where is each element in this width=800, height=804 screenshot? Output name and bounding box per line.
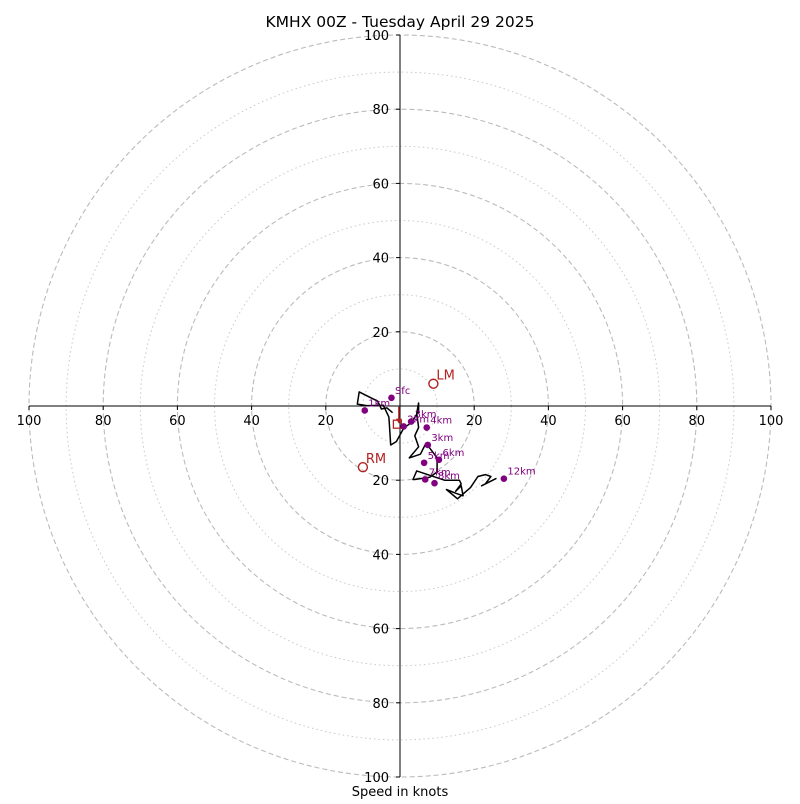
height-point-label: 6km [442,448,464,459]
height-point-label: Sfc [395,386,410,397]
height-point-label: 1km [368,398,390,409]
tick-label-top: 40 [372,252,389,267]
tick-label-bottom: 60 [372,623,389,638]
storm-motion-label: RM [366,452,386,467]
height-point-label: 3km [431,433,453,444]
storm-motion-marker [428,378,439,389]
tick-labels: 20 20 20 20 40 40 40 40 60 60 60 60 80 80 80 80 100 100 10… [17,29,784,786]
tick-label-bottom: 80 [372,697,389,712]
tick-label-right: 80 [689,414,706,429]
tick-label-top: 20 [372,326,389,341]
height-point [388,394,395,402]
height-point [400,423,408,430]
height-point [435,456,443,464]
tick-label-right: 40 [540,414,557,429]
x-axis-label: Speed in knots [352,785,449,800]
height-point [421,476,429,483]
height-point [407,418,415,425]
tick-label-right: 60 [614,414,631,429]
tick-label-left: 20 [318,414,335,429]
height-point-label: 4km [430,416,452,427]
tick-label-left: 60 [169,414,186,429]
tick-label-left: 40 [243,414,260,429]
height-point [361,407,369,414]
storm-motion-markers: LM RM [357,369,455,473]
height-point [431,479,438,487]
height-point-label: 12km [507,467,535,478]
tick-label-left: 80 [95,414,112,429]
tick-label-top: 60 [372,177,389,192]
storm-motion-marker [357,462,369,473]
hodograph-trace [356,391,497,500]
height-point-label: 3km [415,410,437,421]
chart-title: KMHX 00Z - Tuesday April 29 2025 [266,13,535,31]
storm-motion-label: LM [436,369,454,384]
tick-label-right: 100 [759,414,784,429]
height-point-label: 8km [438,471,460,482]
height-point-label: 2km [407,414,429,425]
height-point [420,459,428,467]
height-point-label: 5km [428,451,450,462]
height-point [423,424,431,431]
tick-label-bottom: 100 [364,771,389,786]
tick-label-left: 100 [17,414,42,429]
tick-label-bottom: 20 [372,474,389,489]
height-point [424,441,432,449]
tick-label-top: 100 [364,29,389,44]
axes [28,34,772,778]
tick-label-bottom: 40 [372,548,389,563]
tick-label-right: 20 [466,414,483,429]
height-point [500,475,508,483]
tick-label-top: 80 [372,103,389,118]
height-point-label: 7km [429,467,451,478]
